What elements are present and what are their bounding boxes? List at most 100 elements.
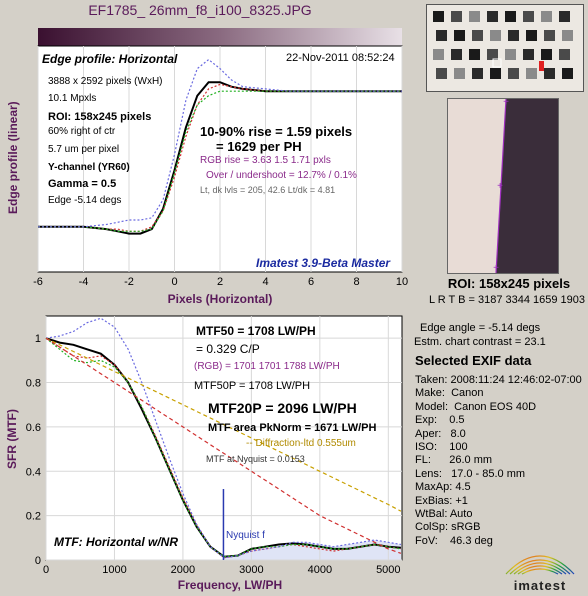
watermark: Imatest 3.9-Beta Master [256,256,391,270]
overshoot: Over / undershoot = 12.7% / 0.1% [206,170,357,181]
edge-xlabel: Pixels (Horizontal) [167,292,273,306]
y-tick-label: 0.8 [26,378,41,390]
diffraction-label: -- Diffraction-ltd 0.555um [246,438,356,449]
y-tick-label: 0.6 [26,422,41,434]
thumbnail-square [490,68,501,79]
exif-aperture: Aper: 8.0 [415,427,466,440]
edge-info-3: ROI: 158x245 pixels [48,111,152,123]
x-tick-label: 0 [171,276,177,288]
thumbnail-square [526,68,537,79]
edge-info-8: Edge -5.14 degs [48,195,122,206]
exif-exposure: Exp: 0.5 [415,414,465,427]
y-tick-label: 0 [35,555,41,567]
thumbnail-square [436,68,447,79]
rgb-rise: RGB rise = 3.63 1.5 1.71 pxls [200,155,331,166]
thumbnail-square [505,49,516,60]
exif-lens: Lens: 17.0 - 85.0 mm [415,467,526,480]
edge-ylabel: Edge profile (linear) [6,101,20,214]
series-line-g-0 [38,90,402,232]
exif-title: Selected EXIF data [415,353,532,368]
thumbnail-square [487,49,498,60]
imatest-logo [505,555,575,575]
x-tick-label: 10 [396,276,408,288]
thumbnail-square [508,68,519,79]
mtf-ylabel: SFR (MTF) [5,409,19,469]
thumbnail-square [433,11,444,22]
logo-text: imatest [513,578,567,593]
thumbnail-square [559,49,570,60]
thumbnail-square [472,68,483,79]
x-tick-label: -4 [79,276,89,288]
edge-info-4: 60% right of ctr [48,126,116,137]
exif-focal-length: FL: 26.0 mm [415,454,493,467]
thumbnail-square [451,49,462,60]
mtf-heading: MTF: Horizontal w/NR [54,535,178,549]
file-title: EF1785_ 26mm_f8_i100_8325.JPG [88,2,312,18]
roi-crop: + + + [447,98,559,274]
thumbnail-square [562,68,573,79]
y-tick-label: 0.4 [26,466,41,478]
svg-text:+: + [497,181,503,192]
mtf50-line-2: = 0.329 C/P [196,342,260,356]
exif-color-space: ColSp: sRGB [415,521,481,534]
x-tick-label: -2 [124,276,134,288]
thumbnail-square [490,30,501,41]
exif-make: Make: Canon [415,387,484,400]
thumbnail-square [523,11,534,22]
exif-iso: ISO: 100 [415,441,468,454]
chart-contrast: Estm. chart contrast = 23.1 [414,336,546,348]
thumbnail-square [454,30,465,41]
nyquist-mtf: MTF at Nyquist = 0.0153 [206,454,305,464]
thumbnail-square [487,11,498,22]
thumbnail-square [469,11,480,22]
edge-info-6: Y-channel (YR60) [48,162,130,173]
series-line-b-0 [38,58,402,228]
mtf-area: MTF area PkNorm = 1671 LW/PH [208,422,377,434]
mtf20p: MTF20P = 2096 LW/PH [208,400,357,416]
thumbnail-square [541,11,552,22]
x-tick-label: 4000 [308,564,332,576]
x-tick-label: 8 [353,276,359,288]
roi-size: ROI: 158x245 pixels [447,276,571,291]
edge-info-7: Gamma = 0.5 [48,178,117,190]
x-tick-label: 3000 [239,564,263,576]
rise-line-2: = 1629 per PH [216,139,302,154]
series-line-diffraction-ltd-1 [45,337,402,512]
x-tick-label: 1000 [102,564,126,576]
edge-angle: Edge angle = -5.14 degs [420,322,541,334]
chart-thumbnail [426,4,584,92]
x-tick-label: 2 [217,276,223,288]
svg-text:+: + [493,263,499,273]
x-tick-label: 5000 [376,564,400,576]
thumbnail-square [508,30,519,41]
mtf50p: MTF50P = 1708 LW/PH [194,380,311,392]
exif-bias: ExBias: +1 [415,494,468,507]
mtf-xlabel: Frequency, LW/PH [177,578,283,592]
x-tick-label: 6 [308,276,314,288]
rise-line-1: 10-90% rise = 1.59 pixels [200,124,353,139]
edge-info-2: 10.1 Mpxls [48,93,97,104]
exif-taken: Taken: 2008:11:24 12:46:02-07:00 [415,374,582,386]
gray-band [38,28,402,46]
edge-heading: Edge profile: Horizontal [42,52,178,66]
thumbnail-square [472,30,483,41]
y-tick-label: 0.2 [26,511,41,523]
exif-max-aperture: MaxAp: 4.5 [415,481,471,494]
thumbnail-square [451,11,462,22]
above-nyquist-fill [223,540,401,560]
series-line-g-1 [45,337,402,558]
thumbnail-square [559,11,570,22]
thumbnail-square [541,49,552,60]
thumbnail-square [526,30,537,41]
levels: Lt, dk lvls = 205, 42.6 Lt/dk = 4.81 [200,185,336,195]
roi-lrtb: L R T B = 3187 3344 1659 1903 [428,294,586,306]
x-tick-label: 4 [262,276,268,288]
thumbnail-square [454,68,465,79]
exif-list: Taken: 2008:11:24 12:46:02-07:00 Make: C… [415,374,582,548]
thumbnail-square [436,30,447,41]
thumbnail-square [469,49,480,60]
thumbnail-square [562,30,573,41]
mtf50-line-1: MTF50 = 1708 LW/PH [196,324,316,338]
thumbnail-square [523,49,534,60]
edge-info-5: 5.7 um per pixel [48,144,120,155]
